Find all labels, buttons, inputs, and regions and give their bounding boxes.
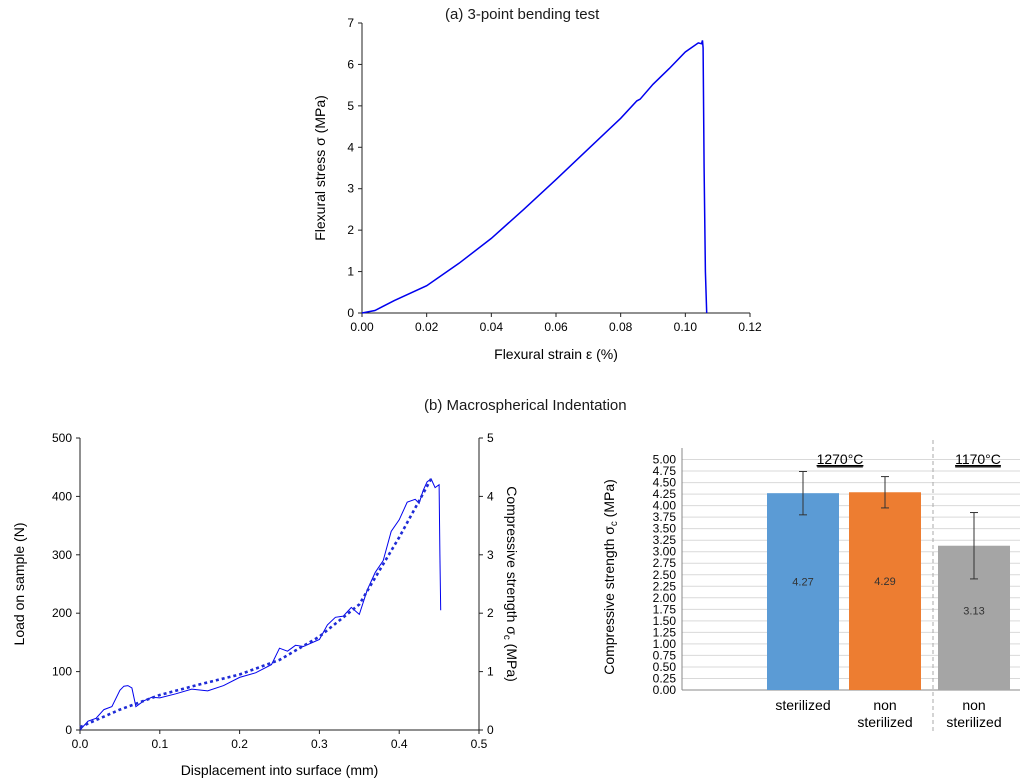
stress-strain-line — [361, 40, 708, 314]
y-tick-label: 6 — [347, 57, 354, 71]
chart-b-compressive-bars: 0.000.250.500.751.001.251.501.752.002.25… — [601, 440, 1020, 732]
y-axis-label: Load on sample (N) — [11, 523, 27, 646]
category-label: sterilized — [857, 714, 912, 730]
y-tick-label: 200 — [52, 606, 72, 620]
category-label: sterilized — [946, 714, 1001, 730]
data-label: 4.27 — [792, 577, 813, 589]
y-tick-label: 2 — [347, 223, 354, 237]
y-tick-label: 1.50 — [653, 614, 677, 628]
bar-1270-non-sterilized — [849, 492, 921, 690]
chart-b-indentation: 0 100 200 300 400 500 0 1 2 3 4 5 0.0 0.1 0.2 0.3 0.4 0.5… — [11, 431, 520, 778]
y-tick-label: 3 — [347, 182, 354, 196]
y-tick-label: 2.00 — [653, 591, 677, 605]
x-tick-label: 0.08 — [609, 320, 633, 334]
category-label: non — [962, 697, 985, 713]
group-label: 1270°C — [817, 451, 864, 467]
category-label: sterilized — [775, 697, 830, 713]
y2-tick-label: 5 — [487, 431, 494, 445]
y-tick-label: 3.75 — [653, 510, 677, 524]
chart-b-title: (b) Macrospherical Indentation — [424, 397, 627, 414]
y-tick-label: 3.50 — [653, 522, 677, 536]
y2-axis-label: Compressive strength σc (MPa) — [501, 486, 520, 682]
y-tick-label: 7 — [347, 16, 354, 30]
y-tick-label: 3.25 — [653, 533, 677, 547]
y-tick-label: 1.25 — [653, 625, 677, 639]
y-axis-label: Flexural stress σ (MPa) — [312, 95, 328, 241]
y-tick-label: 4.25 — [653, 487, 677, 501]
y-tick-label: 3.00 — [653, 545, 677, 559]
x-tick-label: 0.04 — [480, 320, 504, 334]
group-label: 1170°C — [955, 451, 1001, 467]
y-axis-label: Compressive strength σc (MPa) — [601, 479, 620, 675]
y-tick-label: 1.00 — [653, 637, 677, 651]
y-tick-label: 4.00 — [653, 499, 677, 513]
x-tick-label: 0.02 — [415, 320, 439, 334]
y-tick-label: 0.50 — [653, 660, 677, 674]
x-tick-label: 0.06 — [544, 320, 568, 334]
y-tick-label: 0.00 — [653, 683, 677, 697]
x-tick-label: 0.2 — [231, 737, 248, 751]
y-tick-label: 0.75 — [653, 648, 677, 662]
x-tick-label: 0.4 — [391, 737, 408, 751]
x-tick-label: 0.0 — [72, 737, 89, 751]
y-tick-label: 5 — [347, 99, 354, 113]
y-tick-label: 400 — [52, 489, 72, 503]
y-tick-label: 2.25 — [653, 579, 677, 593]
load-displacement-line — [79, 478, 442, 731]
x-tick-label: 0.00 — [350, 320, 374, 334]
y2-tick-label: 3 — [487, 548, 494, 562]
x-axis-label: Displacement into surface (mm) — [181, 762, 379, 778]
category-label: non — [873, 697, 896, 713]
chart-a-bending: 0 1 2 3 4 5 6 7 0.00 0.02 0.04 0.06 0.08 0.10 0.12 Flex… — [312, 16, 762, 362]
y-tick-label: 0 — [65, 723, 72, 737]
y2-tick-label: 4 — [487, 489, 494, 503]
y-tick-label: 2.50 — [653, 568, 677, 582]
x-tick-label: 0.5 — [471, 737, 488, 751]
y-tick-label: 100 — [52, 665, 72, 679]
x-tick-label: 0.1 — [151, 737, 168, 751]
data-label: 4.29 — [874, 576, 895, 588]
x-tick-label: 0.3 — [311, 737, 328, 751]
y-tick-label: 4.75 — [653, 464, 677, 478]
data-label: 3.13 — [963, 606, 984, 618]
y-tick-label: 4.50 — [653, 476, 677, 490]
chart-a-title: (a) 3-point bending test — [445, 6, 600, 23]
x-tick-label: 0.12 — [738, 320, 762, 334]
y-tick-label: 1 — [347, 265, 354, 279]
y-tick-label: 4 — [347, 140, 354, 154]
y2-tick-label: 0 — [487, 723, 494, 737]
y2-tick-label: 1 — [487, 665, 494, 679]
x-tick-label: 0.10 — [674, 320, 698, 334]
y-tick-label: 1.75 — [653, 602, 677, 616]
y-tick-label: 0.25 — [653, 671, 677, 685]
y-tick-label: 0 — [347, 306, 354, 320]
bar-1270-sterilized — [767, 493, 839, 690]
y-tick-label: 500 — [52, 431, 72, 445]
y-tick-label: 2.75 — [653, 556, 677, 570]
y-tick-label: 5.00 — [653, 453, 677, 467]
y2-tick-label: 2 — [487, 606, 494, 620]
x-axis-label: Flexural strain ε (%) — [494, 346, 618, 362]
y-tick-label: 300 — [52, 548, 72, 562]
